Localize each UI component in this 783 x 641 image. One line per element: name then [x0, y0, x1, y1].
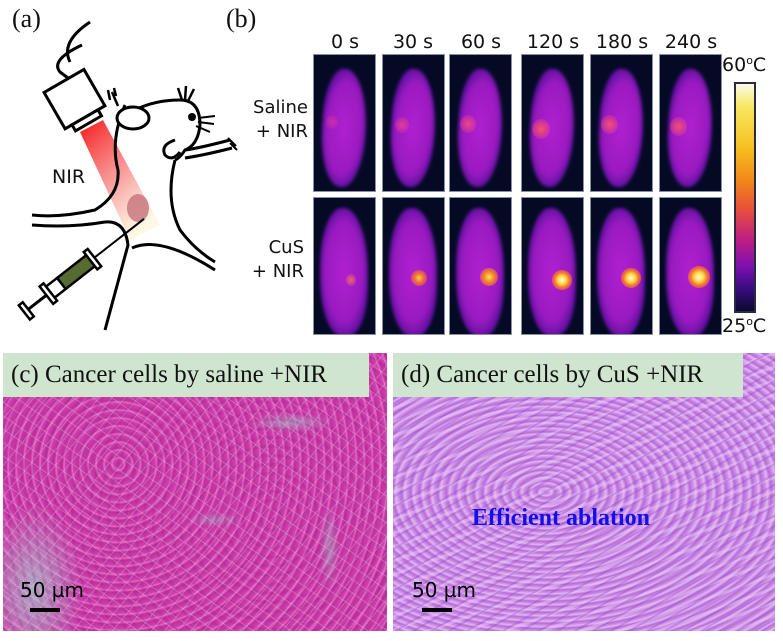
- colorbar-min-degree: o: [746, 315, 753, 328]
- thermal-cus-30s: [382, 197, 445, 335]
- colorbar-min-value: 25: [722, 315, 747, 337]
- time-label-60: 60 s: [460, 31, 502, 53]
- thermal-saline-30s: [382, 54, 445, 192]
- thermal-cus-0s: [313, 197, 376, 335]
- thermal-cus-240s: [659, 197, 722, 335]
- panel-c-caption: (c) Cancer cells by saline +NIR: [3, 353, 369, 397]
- panel-a-letter: (a): [12, 4, 41, 33]
- panel-c-scalebar: [30, 608, 60, 612]
- colorbar-max-unit: C: [752, 54, 767, 76]
- panel-d-scalebar-label: 50 µm: [412, 578, 477, 602]
- thermal-saline-240s: [659, 54, 722, 192]
- row-label-cus: CuS + NIR: [236, 236, 304, 284]
- thermal-cus-180s: [590, 197, 653, 335]
- thermal-saline-60s: [449, 54, 512, 192]
- mouse-nir-illustration-icon: [17, 20, 238, 331]
- thermal-saline-120s: [521, 54, 584, 192]
- nir-label: NIR: [52, 166, 86, 188]
- time-label-240: 240 s: [664, 31, 718, 53]
- thermal-cus-60s: [449, 197, 512, 335]
- thermal-saline-180s: [590, 54, 653, 192]
- panel-d-caption: (d) Cancer cells by CuS +NIR: [393, 353, 743, 397]
- colorbar-min-unit: C: [752, 315, 767, 337]
- colorbar-max-degree: o: [746, 54, 753, 67]
- time-label-30: 30 s: [392, 31, 434, 53]
- histology-image-saline: [3, 353, 387, 631]
- time-label-180: 180 s: [595, 31, 649, 53]
- row-label-cus-line1: CuS: [268, 237, 304, 258]
- row-label-saline-line1: Saline: [253, 97, 308, 118]
- thermal-saline-0s: [313, 54, 376, 192]
- colorbar-max-value: 60: [722, 54, 747, 76]
- row-label-saline-line2: + NIR: [255, 121, 308, 142]
- colorbar-min-label: 25oC: [722, 315, 766, 337]
- efficient-ablation-annotation: Efficient ablation: [472, 505, 650, 531]
- time-label-120: 120 s: [526, 31, 580, 53]
- row-label-cus-line2: + NIR: [251, 261, 304, 282]
- temperature-colorbar: [734, 82, 756, 313]
- colorbar-max-label: 60oC: [722, 54, 766, 76]
- panel-c-scalebar-label: 50 µm: [20, 578, 85, 602]
- thermal-cus-120s: [521, 197, 584, 335]
- panel-d-scalebar: [422, 608, 452, 612]
- time-label-0: 0 s: [330, 31, 360, 53]
- histology-image-cus: [393, 353, 775, 631]
- panel-b-letter: (b): [226, 4, 257, 33]
- row-label-saline: Saline + NIR: [236, 96, 308, 144]
